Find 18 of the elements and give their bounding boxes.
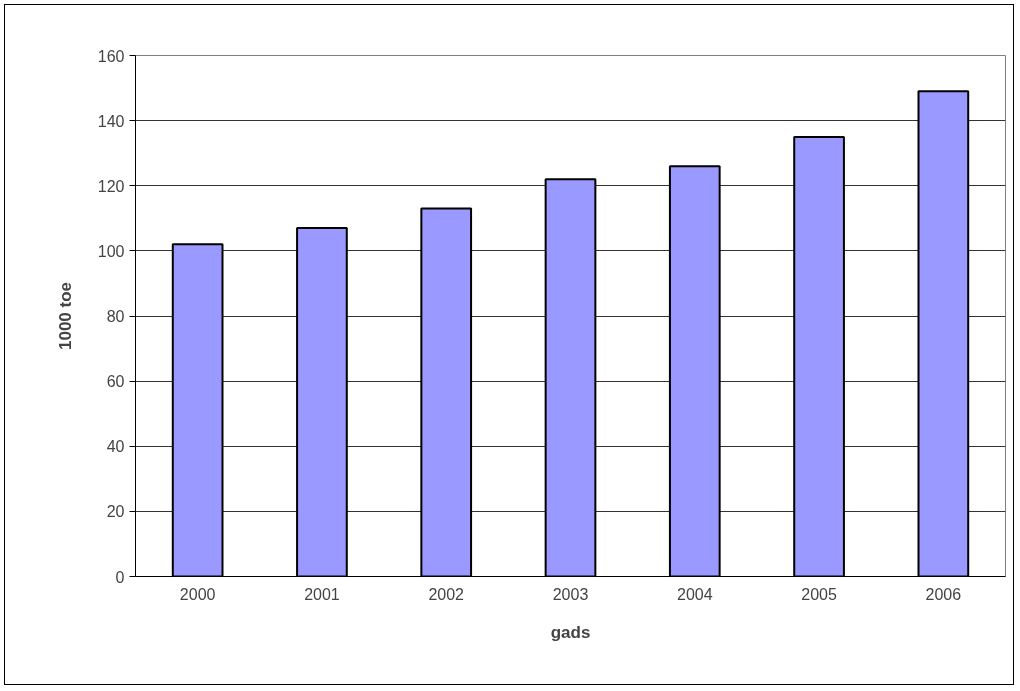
x-tick-label: 2004 xyxy=(676,585,713,603)
y-tick-label: 20 xyxy=(106,503,125,521)
x-tick-label: 2006 xyxy=(925,585,962,603)
x-tick-label: 2005 xyxy=(801,585,837,603)
y-axis-title: 1000 toe xyxy=(55,281,75,351)
y-tick-label: 100 xyxy=(97,242,125,260)
y-tick-label: 140 xyxy=(97,112,125,130)
y-tick-label: 120 xyxy=(97,177,125,195)
x-axis-title: gads xyxy=(550,622,591,642)
x-tick-label: 2002 xyxy=(428,585,465,603)
y-tick-label: 80 xyxy=(106,308,125,325)
y-tick-label: 40 xyxy=(106,438,125,456)
x-tick-label: 2001 xyxy=(304,585,340,603)
x-tick-label: 2003 xyxy=(552,585,589,603)
y-tick-label: 0 xyxy=(115,568,125,586)
y-tick-label: 160 xyxy=(97,47,125,65)
x-tick-label: 2000 xyxy=(179,585,216,603)
y-tick-label: 60 xyxy=(106,373,125,391)
